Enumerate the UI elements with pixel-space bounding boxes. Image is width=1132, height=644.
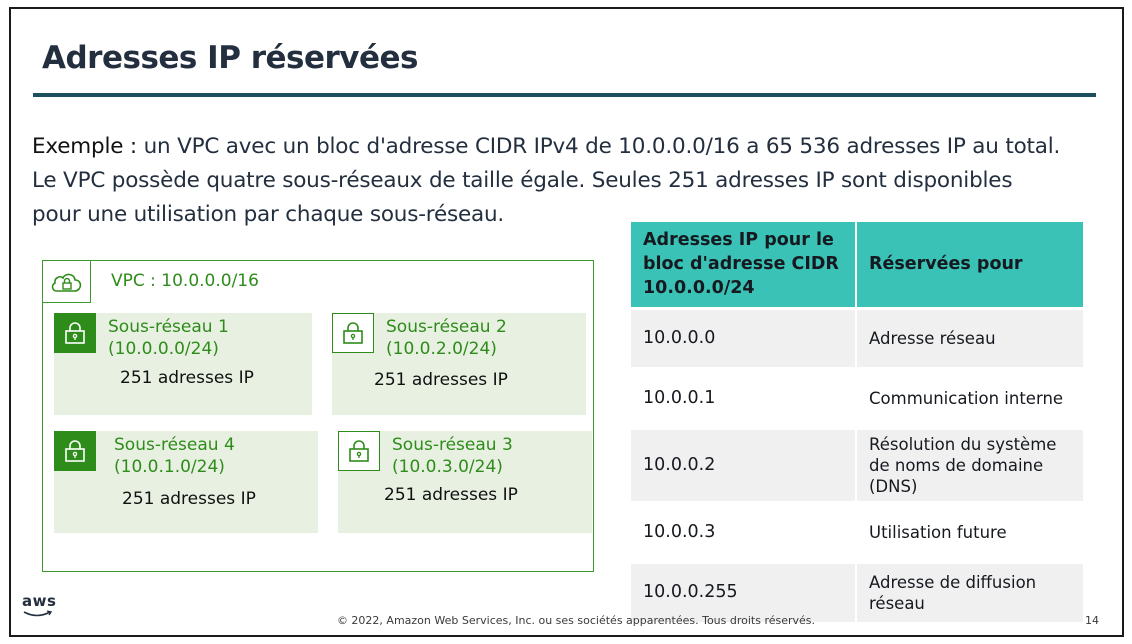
page-number: 14 — [1085, 614, 1099, 627]
subnet-ip-count: 251 adresses IP — [374, 370, 508, 390]
ip-address-cell: 10.0.0.255 — [631, 560, 857, 622]
column-header-address: Adresses IP pour le bloc d'adresse CIDR … — [631, 222, 857, 308]
reserved-for-cell: Utilisation future — [856, 500, 1083, 562]
ip-address-cell: 10.0.0.1 — [631, 366, 857, 428]
subnet-name: Sous-réseau 1 (10.0.0.0/24) — [108, 316, 229, 360]
table-row: 10.0.0.0 Adresse réseau — [631, 306, 1083, 368]
lock-icon — [332, 313, 374, 353]
subnet-name: Sous-réseau 2 (10.0.2.0/24) — [386, 316, 507, 360]
subnet-card: Sous-réseau 2 (10.0.2.0/24) 251 adresses … — [332, 313, 586, 415]
subnet-title: Sous-réseau 2 — [386, 317, 507, 337]
vpc-diagram: VPC : 10.0.0.0/16 Sous-réseau 1 (10.0.0.0… — [42, 260, 594, 572]
subnet-title: Sous-réseau 3 — [392, 435, 513, 455]
lock-icon — [54, 431, 96, 471]
reserved-for-cell: Résolution du système de noms de domaine… — [856, 426, 1083, 502]
subnet-cidr: (10.0.3.0/24) — [392, 457, 503, 477]
subnet-cidr: (10.0.2.0/24) — [386, 339, 497, 359]
table-row: 10.0.0.2 Résolution du système de noms d… — [631, 426, 1083, 502]
reserved-for-cell: Adresse réseau — [856, 306, 1083, 368]
vpc-label: VPC : 10.0.0.0/16 — [111, 271, 259, 291]
smile-arrow-icon — [23, 610, 53, 617]
aws-logo-text: aws — [22, 592, 57, 610]
subnet-card: Sous-réseau 4 (10.0.1.0/24) 251 adresses … — [54, 431, 318, 533]
subnet-ip-count: 251 adresses IP — [384, 485, 518, 505]
table-row: 10.0.0.255 Adresse de diffusion réseau — [631, 560, 1083, 622]
cloud-lock-icon — [43, 261, 91, 303]
table-row: 10.0.0.3 Utilisation future — [631, 500, 1083, 562]
ip-address-cell: 10.0.0.3 — [631, 500, 857, 562]
reserved-for-cell: Adresse de diffusion réseau — [856, 560, 1083, 622]
subnet-name: Sous-réseau 3 (10.0.3.0/24) — [392, 434, 513, 478]
reserved-ip-table: Adresses IP pour le bloc d'adresse CIDR … — [631, 222, 1083, 622]
copyright-footer: © 2022, Amazon Web Services, Inc. ou ses… — [336, 614, 816, 627]
column-header-reserved-for: Réservées pour — [856, 222, 1083, 308]
title-divider — [33, 93, 1096, 97]
subnet-title: Sous-réseau 4 — [114, 435, 235, 455]
subnet-cidr: (10.0.0.0/24) — [108, 339, 219, 359]
subnet-ip-count: 251 adresses IP — [120, 368, 254, 388]
lock-icon — [338, 431, 380, 471]
table-header-row: Adresses IP pour le bloc d'adresse CIDR … — [631, 222, 1083, 308]
slide-title: Adresses IP réservées — [42, 40, 419, 76]
subnet-title: Sous-réseau 1 — [108, 317, 229, 337]
lock-icon — [54, 313, 96, 353]
subnet-cidr: (10.0.1.0/24) — [114, 457, 225, 477]
aws-logo: aws — [22, 592, 64, 622]
subnet-card: Sous-réseau 3 (10.0.3.0/24) 251 adresses … — [338, 431, 592, 533]
ip-address-cell: 10.0.0.2 — [631, 426, 857, 502]
intro-paragraph: Exemple : un VPC avec un bloc d'adresse … — [32, 130, 1062, 232]
subnet-name: Sous-réseau 4 (10.0.1.0/24) — [114, 434, 235, 478]
reserved-for-cell: Communication interne — [856, 366, 1083, 428]
subnet-card: Sous-réseau 1 (10.0.0.0/24) 251 adresses … — [54, 313, 312, 415]
ip-address-cell: 10.0.0.0 — [631, 306, 857, 368]
intro-lead: Exemple : — [32, 134, 144, 159]
table-row: 10.0.0.1 Communication interne — [631, 366, 1083, 428]
intro-body: un VPC avec un bloc d'adresse CIDR IPv4 … — [32, 134, 1061, 227]
subnet-ip-count: 251 adresses IP — [122, 489, 256, 509]
